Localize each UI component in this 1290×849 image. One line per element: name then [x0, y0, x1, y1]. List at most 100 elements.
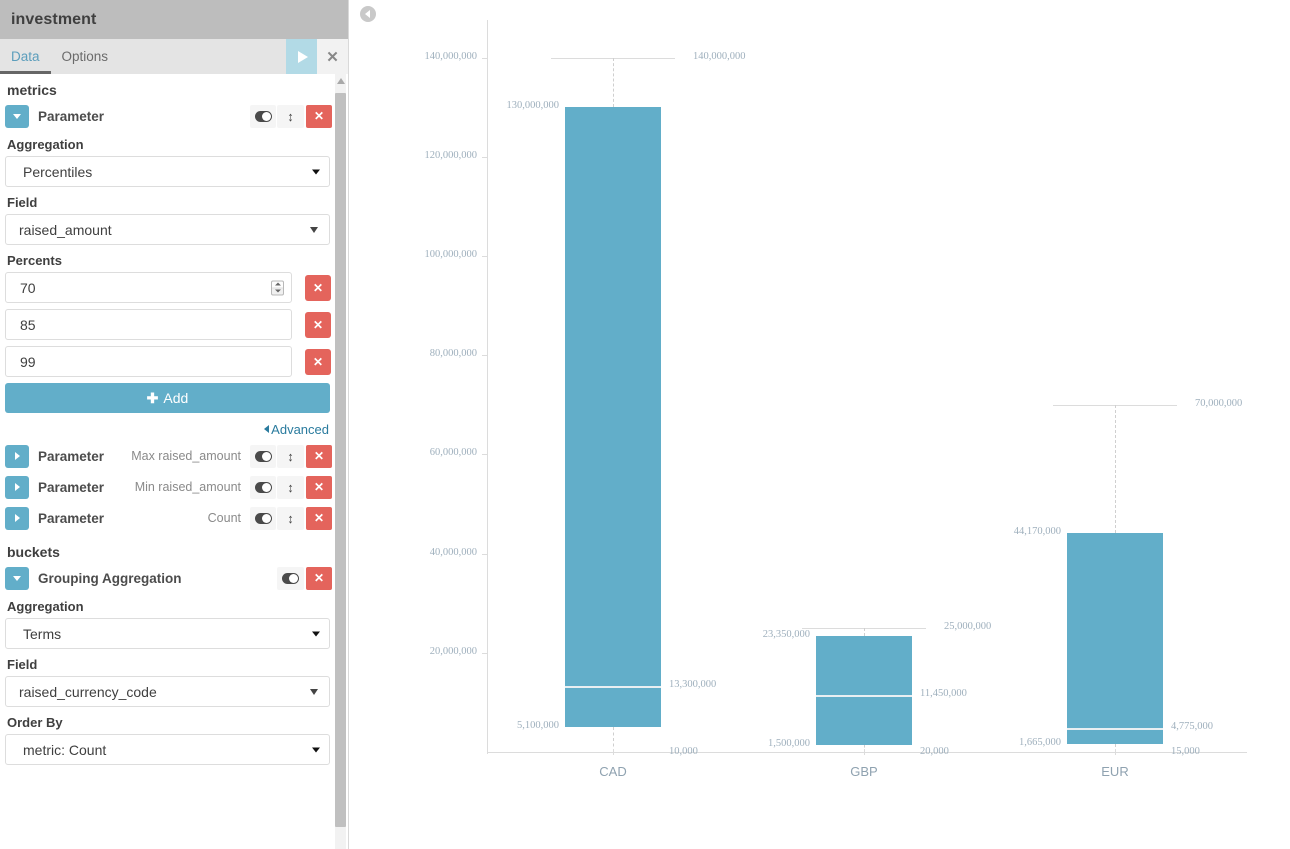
whisker-stem: [1115, 404, 1116, 533]
remove-metric-button[interactable]: ✕: [306, 104, 332, 128]
data-label-min: 15,000: [1171, 746, 1200, 757]
metric-row-controls: ↕ ✕: [249, 506, 332, 530]
x-axis-category-label: GBP: [850, 764, 878, 779]
bucket-field-value: raised_currency_code: [19, 683, 157, 700]
whisker-stem-min: [864, 744, 865, 752]
percentile-85-line: [1067, 728, 1163, 730]
percent-row: ✕: [5, 272, 332, 303]
enable-toggle[interactable]: [277, 566, 304, 590]
collapse-toggle-button[interactable]: [5, 104, 29, 128]
x-axis-tick: [1115, 749, 1116, 755]
order-by-label: Order By: [7, 715, 63, 730]
number-spinner-icon[interactable]: [271, 280, 284, 295]
bucket-row-grouping[interactable]: Grouping Aggregation ✕: [5, 565, 332, 591]
reorder-handle[interactable]: ↕: [277, 475, 304, 499]
bar[interactable]: [1067, 532, 1163, 744]
remove-percent-button-2[interactable]: ✕: [305, 311, 331, 338]
percent-row: ✕: [5, 309, 332, 340]
remove-bucket-button[interactable]: ✕: [306, 566, 332, 590]
x-axis-line: [487, 752, 1247, 753]
metric-row-description: Max raised_amount: [131, 449, 241, 463]
sidebar-scrollbar-thumb[interactable]: [335, 93, 346, 827]
bar[interactable]: [816, 636, 912, 745]
data-label-max: 25,000,000: [944, 621, 992, 632]
metric-row-min[interactable]: Parameter Min raised_amount ↕ ✕: [5, 474, 332, 500]
metric-row-max[interactable]: Parameter Max raised_amount ↕ ✕: [5, 443, 332, 469]
enable-toggle[interactable]: [250, 444, 276, 468]
chevron-right-icon: [14, 514, 20, 522]
percentile-85-line: [565, 686, 661, 688]
bar[interactable]: [565, 107, 661, 727]
y-axis-line: [487, 20, 488, 754]
add-button-label: Add: [163, 390, 189, 406]
bucket-aggregation-select[interactable]: Terms: [5, 618, 330, 649]
data-label-p70: 1,665,000: [1019, 736, 1061, 748]
percent-input-wrapper: [5, 309, 292, 340]
metric-row-label: Parameter: [38, 510, 105, 526]
remove-metric-button[interactable]: ✕: [306, 475, 332, 499]
reorder-handle[interactable]: ↕: [277, 506, 304, 530]
aggregation-select[interactable]: Percentiles: [5, 156, 330, 187]
reorder-handle[interactable]: ↕: [277, 104, 304, 128]
collapse-sidebar-button[interactable]: [360, 6, 376, 22]
percent-input-wrapper: [5, 346, 292, 377]
metric-row-label: Parameter: [38, 479, 105, 495]
metric-row-label: Parameter: [38, 448, 105, 464]
metric-row-description: Min raised_amount: [134, 480, 241, 494]
y-axis-tick: [482, 156, 487, 158]
chevron-down-icon: [310, 226, 318, 233]
metric-row-count[interactable]: Parameter Count ↕ ✕: [5, 505, 332, 531]
toggle-icon: [254, 481, 272, 493]
chevron-down-icon: [310, 688, 318, 695]
collapse-toggle-button[interactable]: [5, 566, 29, 590]
data-label-p85: 13,300,000: [669, 679, 717, 691]
metric-row-controls: ↕ ✕: [249, 444, 332, 468]
remove-metric-button[interactable]: ✕: [306, 506, 332, 530]
expand-toggle-button[interactable]: [5, 506, 29, 530]
percent-input-1[interactable]: [5, 272, 292, 303]
data-label-p85: 11,450,000: [920, 688, 967, 700]
expand-toggle-button[interactable]: [5, 475, 29, 499]
updown-arrows-icon: ↕: [287, 510, 294, 526]
metric-row-controls: ↕ ✕: [249, 104, 332, 128]
apply-changes-button[interactable]: [286, 39, 317, 74]
y-axis-tick-label: 40,000,000: [429, 546, 477, 558]
percent-input-2[interactable]: [5, 309, 292, 340]
enable-toggle[interactable]: [250, 104, 276, 128]
sidebar-scrollbar[interactable]: [335, 74, 346, 849]
scroll-up-arrow-icon[interactable]: [336, 78, 345, 84]
visualization-editor-sidebar: investment Data Options ✕ metrics Parame: [0, 0, 349, 849]
x-axis-tick: [613, 749, 614, 755]
y-axis-tick: [482, 652, 487, 654]
data-label-min: 10,000: [669, 746, 698, 757]
editor-tabbar: Data Options ✕: [0, 39, 348, 74]
percent-input-3[interactable]: [5, 346, 292, 377]
tab-data[interactable]: Data: [0, 39, 51, 74]
remove-metric-button[interactable]: ✕: [306, 444, 332, 468]
percentile-85-line: [816, 695, 912, 697]
metric-row-percentiles[interactable]: Parameter ↕ ✕: [5, 103, 332, 129]
chevron-right-icon: [14, 483, 20, 491]
field-select[interactable]: raised_amount: [5, 214, 330, 245]
field-label: Field: [7, 195, 38, 210]
order-by-select[interactable]: metric: Count: [5, 734, 330, 765]
whisker-stem-min: [1115, 743, 1116, 752]
expand-toggle-button[interactable]: [5, 444, 29, 468]
discard-changes-button[interactable]: ✕: [317, 39, 348, 74]
bucket-row-controls: ✕: [276, 566, 332, 590]
reorder-handle[interactable]: ↕: [277, 444, 304, 468]
remove-percent-button-3[interactable]: ✕: [305, 348, 331, 375]
enable-toggle[interactable]: [250, 506, 276, 530]
play-icon: [297, 50, 308, 63]
remove-percent-button-1[interactable]: ✕: [305, 274, 331, 301]
add-percent-button[interactable]: ✚ Add: [5, 383, 330, 413]
bucket-field-select[interactable]: raised_currency_code: [5, 676, 330, 707]
toggle-icon: [254, 512, 272, 524]
bucket-aggregation-label: Aggregation: [7, 599, 84, 614]
enable-toggle[interactable]: [250, 475, 276, 499]
tab-options[interactable]: Options: [61, 49, 109, 64]
chevron-down-icon: [312, 631, 320, 636]
whisker-stem: [864, 628, 865, 637]
chevron-down-icon: [13, 113, 21, 119]
advanced-toggle-link[interactable]: Advanced: [5, 413, 332, 443]
